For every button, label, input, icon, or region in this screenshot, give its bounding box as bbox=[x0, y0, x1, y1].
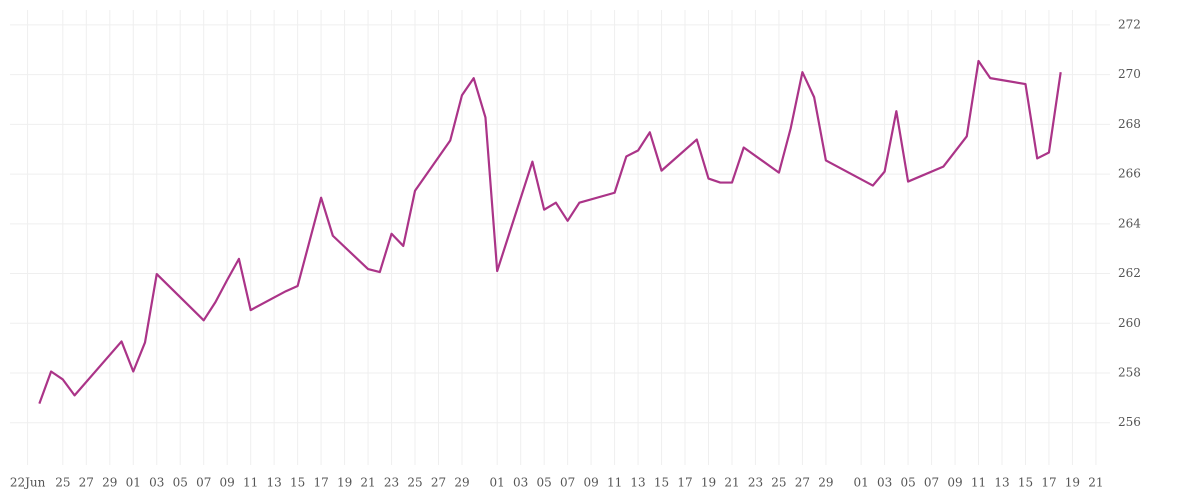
y-tick-label: 268 bbox=[1118, 117, 1141, 131]
x-tick-label: 27 bbox=[79, 476, 94, 490]
y-tick-label: 270 bbox=[1118, 67, 1141, 81]
x-tick-label: 17 bbox=[313, 476, 328, 490]
y-tick-label: 258 bbox=[1118, 366, 1141, 380]
x-tick-label: 25 bbox=[407, 476, 422, 490]
x-tick-label: 23 bbox=[384, 476, 399, 490]
x-tick-label: 15 bbox=[290, 476, 305, 490]
x-tick-label: 03 bbox=[149, 476, 164, 490]
x-tick-label: 17 bbox=[677, 476, 692, 490]
x-tick-label: 01 bbox=[853, 476, 868, 490]
x-tick-label: 07 bbox=[560, 476, 575, 490]
x-tick-label: 25 bbox=[771, 476, 786, 490]
x-tick-label: 11 bbox=[971, 476, 986, 490]
x-tick-label: 09 bbox=[947, 476, 962, 490]
x-tick-label: 19 bbox=[701, 476, 716, 490]
x-tick-label: 19 bbox=[337, 476, 352, 490]
x-tick-label: 03 bbox=[877, 476, 892, 490]
x-tick-label: 17 bbox=[1041, 476, 1056, 490]
x-tick-label: 21 bbox=[1088, 476, 1103, 490]
x-tick-label: 29 bbox=[102, 476, 117, 490]
x-tick-label: 11 bbox=[243, 476, 258, 490]
x-tick-label: 09 bbox=[220, 476, 235, 490]
line bbox=[38, 59, 1062, 404]
y-tick-label: 266 bbox=[1118, 167, 1141, 181]
x-tick-label: 07 bbox=[924, 476, 939, 490]
x-tick-label: 29 bbox=[454, 476, 469, 490]
x-tick-label: 05 bbox=[900, 476, 915, 490]
x-tick-label: 15 bbox=[654, 476, 669, 490]
x-tick-label: 15 bbox=[1018, 476, 1033, 490]
x-tick-label: 13 bbox=[630, 476, 645, 490]
x-tick-label: 27 bbox=[795, 476, 810, 490]
y-tick-label: 256 bbox=[1118, 415, 1141, 429]
x-tick-label: 19 bbox=[1065, 476, 1080, 490]
x-tick-label: 13 bbox=[994, 476, 1009, 490]
x-tick-label: 21 bbox=[360, 476, 375, 490]
x-tick-label: 07 bbox=[196, 476, 211, 490]
y-tick-label: 260 bbox=[1118, 316, 1141, 330]
y-tick-label: 264 bbox=[1118, 216, 1141, 230]
x-tick-label: 03 bbox=[513, 476, 528, 490]
x-tick-label: 01 bbox=[490, 476, 505, 490]
x-tick-label: 01 bbox=[126, 476, 141, 490]
x-tick-label: 22Jun bbox=[10, 476, 46, 490]
x-tick-label: 29 bbox=[818, 476, 833, 490]
x-tick-label: 25 bbox=[55, 476, 70, 490]
x-tick-label: 09 bbox=[583, 476, 598, 490]
y-tick-label: 262 bbox=[1118, 266, 1141, 280]
x-tick-label: 27 bbox=[431, 476, 446, 490]
x-tick-label: 23 bbox=[748, 476, 763, 490]
x-tick-label: 11 bbox=[607, 476, 622, 490]
x-tick-label: 13 bbox=[267, 476, 282, 490]
x-tick-label: 05 bbox=[537, 476, 552, 490]
x-tick-label: 05 bbox=[173, 476, 188, 490]
y-tick-label: 272 bbox=[1118, 17, 1141, 31]
x-tick-label: 21 bbox=[724, 476, 739, 490]
